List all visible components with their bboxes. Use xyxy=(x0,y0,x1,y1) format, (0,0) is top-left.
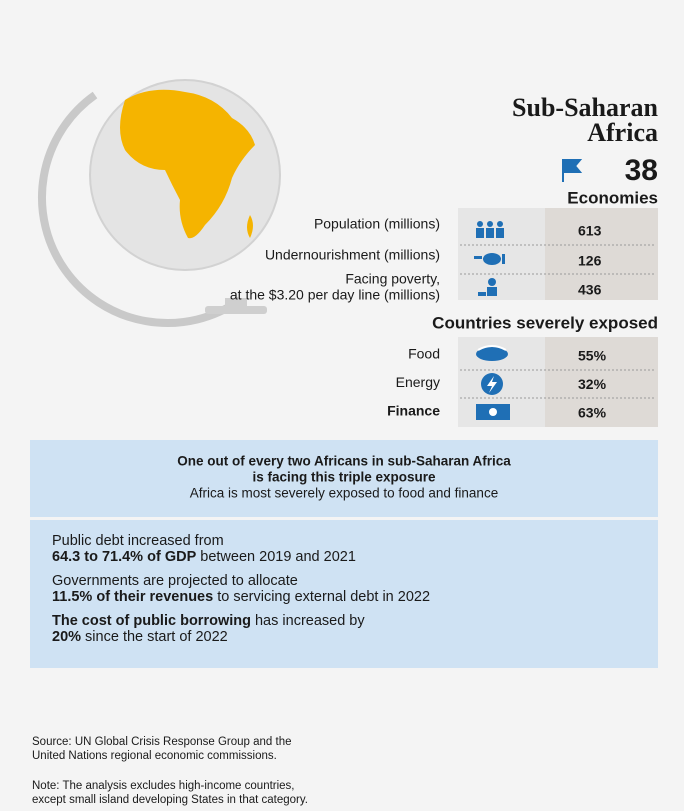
fact-text: 20% xyxy=(52,629,81,645)
fact-text: 11.5% of their revenues xyxy=(52,589,213,605)
economies-label: Economies xyxy=(567,188,658,207)
exposure-value: 63% xyxy=(578,405,607,421)
fact-line: The cost of public borrowing has increas… xyxy=(52,613,365,629)
exposure-value: 32% xyxy=(578,376,607,392)
stat-label: Population (millions) xyxy=(314,216,440,232)
flag-icon xyxy=(562,159,583,182)
economies-count: 38 xyxy=(625,154,658,187)
fact-text: Governments are projected to allocate xyxy=(52,573,298,589)
title: Africa xyxy=(587,118,658,147)
stat-label: Facing poverty, xyxy=(345,271,440,287)
exposure-icons xyxy=(476,345,510,420)
fact-text: Public debt increased from xyxy=(52,533,224,549)
fact-text: between 2019 and 2021 xyxy=(196,549,356,565)
fact-text: 64.3 to 71.4% of GDP xyxy=(52,549,197,565)
source: Source: UN Global Crisis Response Group … xyxy=(32,736,292,748)
title: Sub-Saharan xyxy=(512,93,658,122)
exposure-label: Finance xyxy=(387,403,440,419)
exposure-value: 55% xyxy=(578,348,607,364)
fact-text: to servicing external debt in 2022 xyxy=(213,589,430,605)
exposure-heading: Countries severely exposed xyxy=(432,313,658,332)
exposure-value-column xyxy=(545,337,658,427)
fact-line: 64.3 to 71.4% of GDP between 2019 and 20… xyxy=(52,549,356,565)
fact-text: since the start of 2022 xyxy=(81,629,228,645)
facts-box xyxy=(30,520,658,668)
stat-value: 126 xyxy=(578,253,602,269)
fact-line: 20% since the start of 2022 xyxy=(52,629,228,645)
stat-icons xyxy=(474,221,505,296)
exposure-label: Food xyxy=(408,346,440,362)
note: Note: The analysis excludes high-income … xyxy=(32,780,295,792)
note: except small island developing States in… xyxy=(32,794,308,806)
exposure-label: Energy xyxy=(396,374,440,390)
stat-label: Undernourishment (millions) xyxy=(265,247,440,263)
stat-value: 436 xyxy=(578,282,602,298)
fact-line: Public debt increased from xyxy=(52,533,224,549)
highlight-line: Africa is most severely exposed to food … xyxy=(190,486,498,501)
highlight-box xyxy=(30,440,658,517)
stat-label: at the $3.20 per day line (millions) xyxy=(230,287,440,303)
fact-text: has increased by xyxy=(251,613,365,629)
fact-line: 11.5% of their revenues to servicing ext… xyxy=(52,589,430,605)
fact-line: Governments are projected to allocate xyxy=(52,573,298,589)
source: United Nations regional economic commiss… xyxy=(32,750,277,762)
highlight-line: is facing this triple exposure xyxy=(252,470,436,485)
stats-value-column xyxy=(545,208,658,300)
stat-value: 613 xyxy=(578,223,602,239)
globe-illustration xyxy=(37,79,281,327)
fact-text: The cost of public borrowing xyxy=(52,613,251,629)
highlight-line: One out of every two Africans in sub-Sah… xyxy=(177,454,511,469)
